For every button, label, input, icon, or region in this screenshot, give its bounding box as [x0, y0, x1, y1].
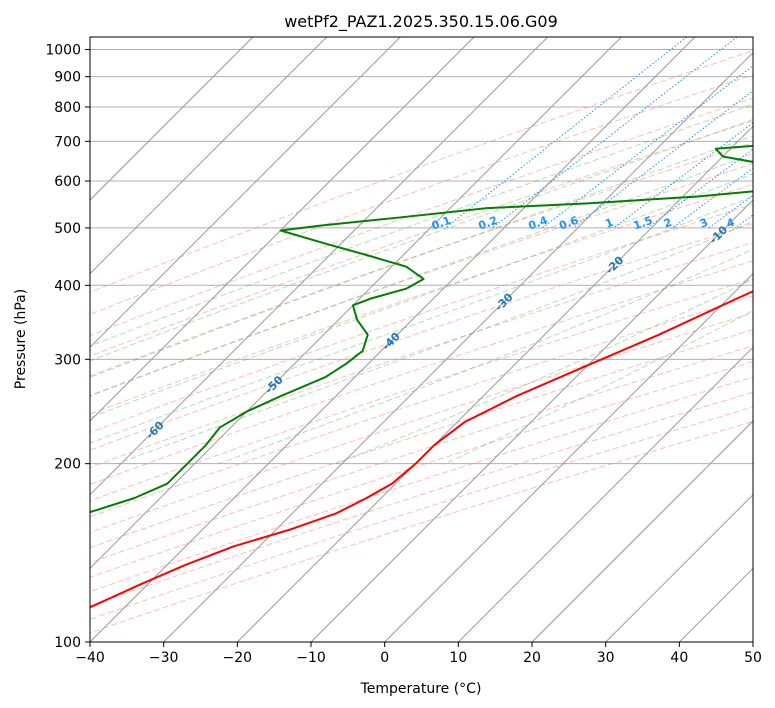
y-tick-label: 600	[54, 174, 81, 190]
pressure-gridlines	[90, 49, 753, 642]
moist-adiabat	[218, 248, 753, 465]
isotherm-line	[163, 51, 753, 642]
mixing-ratio-label: 0.4	[527, 214, 550, 233]
mixing-ratio-label: 2	[662, 216, 674, 231]
mixing-ratio-label: 6	[764, 216, 775, 231]
isotherm-line	[678, 567, 753, 642]
isotherm-line	[531, 420, 753, 642]
isotherm-line	[90, 37, 254, 201]
x-tick-label: −20	[223, 650, 253, 666]
isotherm-line	[752, 641, 753, 642]
temperature-line	[90, 290, 753, 609]
y-tick-label: 400	[54, 278, 81, 294]
isotherm-line	[90, 37, 549, 496]
dry-adiabat	[90, 50, 753, 293]
dry-adiabat	[90, 203, 753, 433]
mixing-ratio-label: 0.2	[477, 214, 500, 233]
isotherm-line	[90, 37, 622, 570]
plot-area: -100-90-80-70-60-50-40-30-20-10010203040…	[26, 37, 775, 642]
mixing-ratio-label: 0.6	[557, 214, 580, 233]
dry-adiabat	[90, 278, 753, 502]
isotherm-line	[605, 493, 753, 642]
mixing-ratio-label: 0.1	[430, 214, 453, 233]
moist-adiabat	[90, 195, 753, 444]
mixing-ratio-line	[492, 37, 738, 229]
y-tick-label: 700	[54, 134, 81, 150]
profile-series	[90, 144, 753, 609]
moist-adiabats	[90, 103, 753, 465]
x-axis-label: Temperature (°C)	[360, 681, 482, 697]
dry-adiabat	[90, 97, 753, 337]
dewpoint-line	[90, 144, 753, 514]
moist-adiabat	[335, 278, 753, 465]
dry-adiabat	[90, 376, 753, 593]
y-tick-label: 200	[54, 457, 81, 473]
y-tick-label: 300	[54, 352, 81, 368]
moist-adiabat	[90, 153, 753, 397]
dry-adiabat	[90, 163, 753, 396]
mixing-ratio-label: 1.5	[632, 214, 655, 233]
dry-adiabat	[90, 183, 753, 415]
moist-adiabat	[90, 173, 753, 419]
isotherm-line	[236, 125, 753, 642]
dry-adiabat	[90, 74, 753, 315]
x-tick-label: 20	[523, 650, 541, 666]
mixing-ratio-label: 4	[725, 216, 737, 231]
x-tick-label: 0	[380, 650, 389, 666]
mixing-ratio-label: 3	[698, 216, 710, 231]
x-tick-label: −40	[75, 650, 105, 666]
dry-adiabat	[90, 241, 753, 469]
chart-title: wetPf2_PAZ1.2025.350.15.06.G09	[284, 12, 558, 32]
isotherm-line	[90, 37, 696, 642]
x-tick-label: −30	[149, 650, 179, 666]
mixing-ratio-line	[708, 194, 753, 229]
y-tick-label: 900	[54, 70, 81, 86]
x-tick-label: 50	[744, 650, 762, 666]
mixing-ratio-line	[613, 122, 753, 229]
mixing-ratio-labels: 0.10.20.40.611.52346810131620253036	[430, 214, 775, 233]
y-tick-label: 1000	[45, 43, 81, 59]
plot-frame	[89, 36, 754, 643]
y-tick-label: 500	[54, 221, 81, 237]
x-axis-ticks: −40 −30 −20 −10 0 10 20 30 40 50	[75, 642, 762, 666]
dry-adiabat	[90, 329, 753, 549]
mixing-ratio-line	[445, 37, 688, 229]
moist-adiabat	[90, 103, 753, 347]
isotherm-line	[384, 272, 753, 642]
isotherm-line	[90, 37, 328, 275]
dry-adiabat	[90, 142, 753, 377]
y-axis-label: Pressure (hPa)	[13, 289, 29, 389]
x-tick-label: 40	[670, 650, 688, 666]
x-tick-label: 10	[449, 650, 467, 666]
moist-adiabat	[90, 118, 753, 362]
mixing-ratio-label: 1	[603, 216, 615, 231]
isotherm-lines	[90, 37, 753, 642]
x-tick-label: −10	[296, 650, 326, 666]
y-tick-label: 800	[54, 100, 81, 116]
moist-adiabat	[90, 135, 753, 378]
y-tick-label: 100	[54, 635, 81, 651]
y-axis-ticks: 1000 900 800 700 600 500 400 300 200 100	[45, 43, 90, 651]
isotherm-line	[310, 199, 753, 642]
mixing-ratio-lines	[445, 37, 753, 229]
mixing-ratio-line	[672, 167, 753, 229]
mixing-ratio-line	[734, 214, 753, 229]
dry-adiabat	[90, 391, 753, 607]
dry-adiabat	[90, 345, 753, 564]
x-tick-label: 30	[597, 650, 615, 666]
dry-adiabat	[90, 295, 753, 518]
moist-adiabat	[445, 309, 753, 465]
isotherm-line	[90, 37, 401, 349]
isotherm-label: -70	[26, 463, 49, 486]
isotherm-line	[90, 37, 475, 422]
isotherm-line	[457, 346, 753, 642]
mixing-ratio-line	[542, 65, 753, 229]
